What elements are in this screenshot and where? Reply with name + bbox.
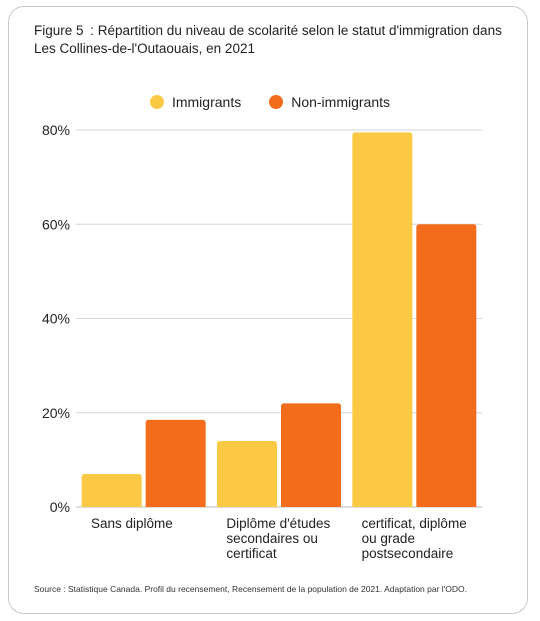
y-tick-label: 40%	[42, 311, 70, 327]
y-tick-label: 0%	[50, 499, 70, 515]
y-tick-label: 60%	[42, 216, 70, 232]
legend-item-non-immigrants: Non-immigrants	[269, 94, 390, 110]
x-tick-label: secondaires ou	[226, 531, 318, 546]
x-tick-label: certificat	[226, 546, 277, 561]
legend-label-immigrants: Immigrants	[171, 94, 242, 110]
x-tick-label: ou grade	[362, 531, 415, 546]
legend-label-non-immigrants: Non-immigrants	[291, 94, 391, 110]
x-tick-label: Diplôme d'études	[226, 516, 330, 531]
bar-immigrants	[81, 474, 142, 507]
bar-non-immigrants	[281, 403, 341, 507]
y-tick-label: 80%	[42, 122, 70, 138]
legend-swatch-non-immigrants	[269, 95, 284, 109]
legend-swatch-immigrants	[149, 95, 164, 109]
bar-non-immigrants	[145, 419, 206, 507]
x-tick-label: Sans diplôme	[91, 516, 173, 531]
bar-immigrants	[217, 441, 277, 507]
x-tick-label: postsecondaire	[362, 546, 454, 561]
chart-legend: Immigrants Non-immigrants	[0, 94, 540, 110]
legend-item-immigrants: Immigrants	[149, 94, 242, 110]
source-note: Source : Statistique Canada. Profil du r…	[34, 584, 468, 594]
figure-title: Figure 5 : Répartition du niveau de scol…	[34, 23, 502, 56]
bar-non-immigrants	[416, 224, 477, 507]
x-tick-label: certificat, diplôme	[362, 516, 467, 531]
y-tick-label: 20%	[42, 405, 70, 421]
bar-immigrants	[352, 132, 413, 507]
